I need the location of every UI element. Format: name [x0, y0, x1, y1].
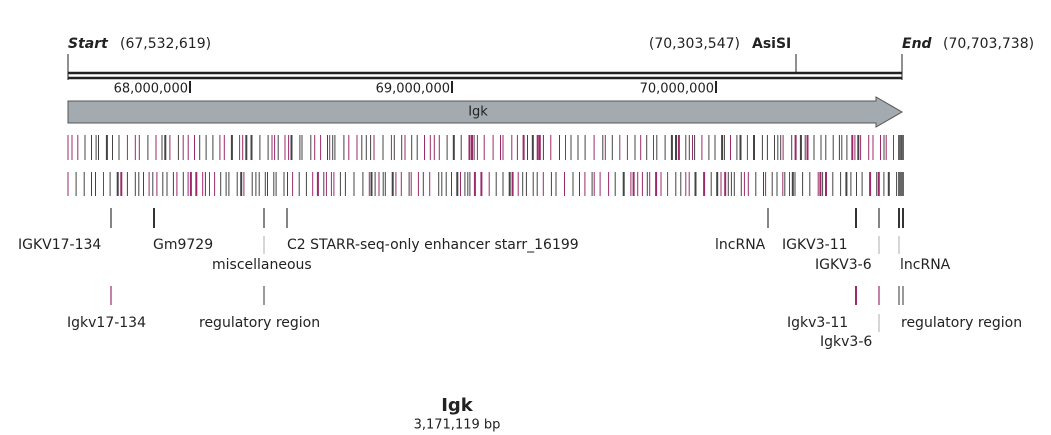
header: Start (67,532,619) (70,303,547) AsiSI En…: [68, 36, 1034, 52]
ruler-tick-label: 70,000,000: [640, 82, 714, 97]
feature-label: lncRNA: [900, 257, 951, 273]
feature-label: Igkv17-134: [67, 315, 146, 331]
end-position: (70,703,738): [943, 36, 1034, 52]
feature-ticks-bottom: [110, 286, 904, 332]
ruler-tick-label: 69,000,000: [376, 82, 450, 97]
feature-label: Gm9729: [153, 237, 213, 253]
site-label: AsiSI: [752, 36, 791, 52]
feature-label: regulatory region: [901, 315, 1022, 331]
feature-label: IGKV17-134: [18, 237, 101, 253]
gene-arrow: [67, 96, 904, 128]
feature-label: lncRNA: [715, 237, 766, 253]
start-position: (67,532,619): [120, 36, 211, 52]
feature-label: miscellaneous: [212, 257, 312, 273]
footer-name: Igk: [441, 395, 474, 416]
feature-label: IGKV3-11: [782, 237, 848, 253]
feature-label: Igkv3-6: [820, 334, 872, 350]
feature-ticks-top: [110, 208, 904, 254]
ruler-tick-label: 68,000,000: [114, 82, 188, 97]
ruler: [67, 54, 903, 93]
feature-tracks: [67, 135, 904, 196]
feature-label: IGKV3-6: [815, 257, 872, 273]
end-label: End: [902, 36, 933, 52]
feature-label: regulatory region: [199, 315, 320, 331]
gene-label: Igk: [468, 105, 488, 120]
start-label: Start: [68, 36, 109, 52]
footer-length: 3,171,119 bp: [414, 418, 501, 433]
site-position: (70,303,547): [649, 36, 740, 52]
feature-label: Igkv3-11: [787, 315, 848, 331]
feature-label: C2 STARR-seq-only enhancer starr_16199: [287, 237, 579, 253]
